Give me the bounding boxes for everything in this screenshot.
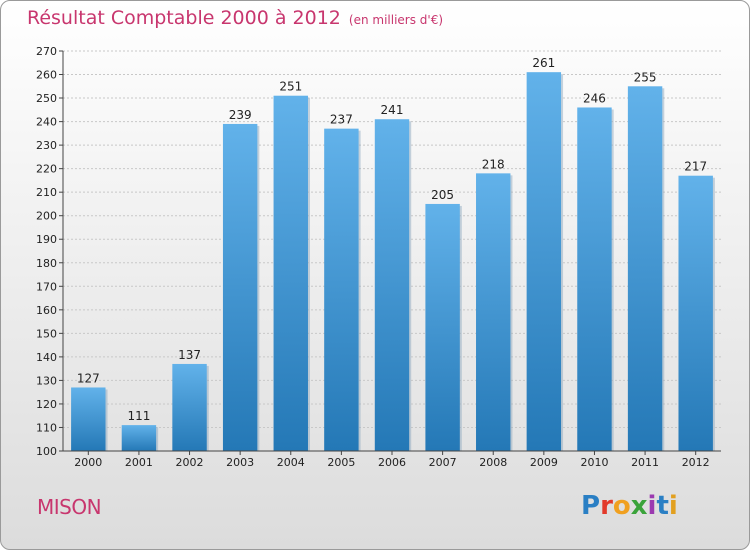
proxiti-logo[interactable]: Proxiti xyxy=(581,491,678,521)
bar xyxy=(324,128,359,451)
bar xyxy=(222,123,258,452)
y-tick-label: 130 xyxy=(36,374,57,387)
data-label: 137 xyxy=(178,348,201,362)
title-text: Résultat Comptable 2000 à 2012 xyxy=(27,7,341,29)
y-tick-label: 240 xyxy=(36,116,57,129)
data-label: 261 xyxy=(532,56,555,70)
place-name: MISON xyxy=(37,495,102,519)
data-label: 241 xyxy=(381,103,404,117)
y-tick-label: 210 xyxy=(36,186,57,199)
y-tick-label: 140 xyxy=(36,351,57,364)
data-label: 251 xyxy=(279,80,302,94)
y-tick-label: 250 xyxy=(36,92,57,105)
y-tick-label: 220 xyxy=(36,163,57,176)
data-label: 218 xyxy=(482,157,505,171)
logo-letter: i xyxy=(647,491,657,521)
bar xyxy=(172,363,207,451)
bar xyxy=(526,72,562,452)
y-tick-label: 170 xyxy=(36,280,57,293)
y-tick-label: 100 xyxy=(36,445,57,458)
chart-subtitle: (en milliers d'€) xyxy=(348,13,444,27)
logo-letter: i xyxy=(668,491,678,521)
y-tick-label: 200 xyxy=(36,210,57,223)
data-label: 111 xyxy=(127,409,150,423)
bar xyxy=(678,175,713,452)
x-tick-label: 2004 xyxy=(277,456,305,469)
bars: 127 111 137 239 251 237 241 205 218 261 246 255 217 xyxy=(71,56,715,452)
bar xyxy=(71,387,106,451)
data-label: 217 xyxy=(684,160,707,174)
bar xyxy=(273,95,308,452)
y-tick-label: 150 xyxy=(36,327,57,340)
data-label: 237 xyxy=(330,113,353,127)
x-tick-label: 2009 xyxy=(530,456,558,469)
data-label: 239 xyxy=(229,108,252,122)
data-label: 255 xyxy=(634,70,657,84)
logo-letter: x xyxy=(630,491,648,521)
y-tick-label: 180 xyxy=(36,257,57,270)
y-tick-label: 120 xyxy=(36,398,57,411)
logo-letter: t xyxy=(656,491,669,521)
x-axis-ticks: 2000 2001 2002 2003 2004 2005 2006 2007 2008 2009… xyxy=(74,451,710,469)
x-tick-label: 2001 xyxy=(125,456,153,469)
bar xyxy=(476,173,511,451)
x-tick-label: 2011 xyxy=(631,456,659,469)
data-label: 246 xyxy=(583,91,606,105)
chart-title: Résultat Comptable 2000 à 2012 (en millie… xyxy=(27,7,443,29)
logo-letter: P xyxy=(581,491,601,521)
logo-letter: r xyxy=(600,491,613,521)
y-tick-label: 190 xyxy=(36,233,57,246)
y-tick-label: 260 xyxy=(36,69,57,82)
y-tick-label: 230 xyxy=(36,139,57,152)
x-tick-label: 2003 xyxy=(226,456,254,469)
bar xyxy=(425,203,460,451)
x-tick-label: 2010 xyxy=(580,456,608,469)
bar xyxy=(374,119,410,451)
x-tick-label: 2007 xyxy=(429,456,457,469)
bar xyxy=(627,86,663,451)
data-label: 205 xyxy=(431,188,454,202)
x-tick-label: 2002 xyxy=(176,456,204,469)
bar xyxy=(577,107,612,452)
data-label: 127 xyxy=(77,371,100,385)
x-tick-label: 2012 xyxy=(682,456,710,469)
logo-letter: o xyxy=(612,491,631,521)
y-tick-label: 270 xyxy=(36,45,57,58)
x-tick-label: 2000 xyxy=(74,456,102,469)
y-tick-label: 110 xyxy=(36,421,57,434)
y-axis-ticks: 100 110 120 130 140 150 160 170 180 190 200 210 220 2… xyxy=(36,45,57,458)
x-tick-label: 2006 xyxy=(378,456,406,469)
bar xyxy=(121,425,157,451)
x-tick-label: 2005 xyxy=(327,456,355,469)
y-tick-label: 160 xyxy=(36,304,57,317)
x-tick-label: 2008 xyxy=(479,456,507,469)
